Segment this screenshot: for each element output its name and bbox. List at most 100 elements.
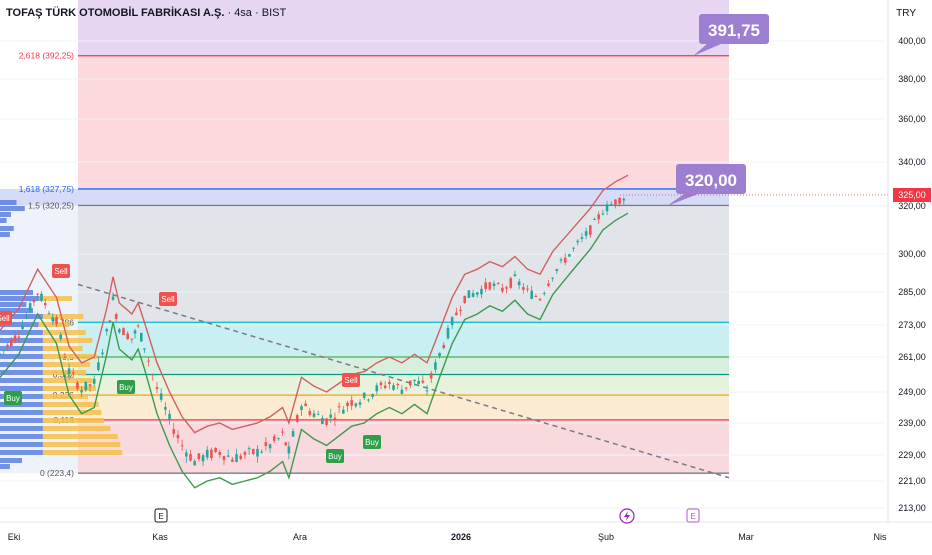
supertrend-upper — [0, 174, 629, 434]
volume-profile-bar — [0, 338, 43, 343]
candle-body — [605, 204, 609, 212]
candle-body — [383, 385, 387, 389]
fib-label: 1,618 (327,75) — [19, 184, 74, 194]
candle-body — [589, 225, 592, 235]
candle-body — [509, 278, 513, 288]
candle-body — [337, 406, 341, 408]
candle-body — [126, 333, 129, 340]
candle-body — [350, 400, 353, 406]
fib-label: 0 (223,4) — [40, 468, 74, 478]
candle-body — [140, 332, 143, 342]
candle-body — [235, 454, 238, 463]
candle-body — [551, 277, 554, 279]
candle-body — [176, 434, 180, 439]
candle-body — [321, 417, 324, 425]
candle-body — [618, 197, 621, 204]
candle-body — [239, 455, 243, 459]
candle-body — [25, 316, 28, 318]
candle-body — [226, 455, 230, 457]
candle-body — [40, 293, 43, 301]
candle-body — [197, 453, 201, 460]
candle-body — [438, 352, 441, 356]
y-tick-label: 320,00 — [898, 201, 926, 211]
x-tick-label: Mar — [738, 532, 754, 542]
signal-buy[interactable] — [363, 435, 381, 449]
signal-sell[interactable] — [0, 311, 12, 325]
signal-label: Sell — [344, 376, 358, 385]
candle-body — [597, 214, 600, 220]
candle-body — [429, 373, 433, 379]
chart-title: TOFAŞ TÜRK OTOMOBİL FABRİKASI A.Ş. · 4sa… — [6, 7, 287, 19]
candle-body — [375, 385, 379, 392]
candle-body — [517, 281, 521, 286]
candle-body — [572, 247, 575, 249]
candle-body — [0, 353, 2, 355]
candle-body — [277, 438, 280, 440]
earnings-event-marker[interactable] — [686, 508, 700, 523]
candle-body — [392, 385, 395, 390]
signal-label: Sell — [0, 314, 10, 323]
callout-badge[interactable] — [676, 164, 746, 194]
volume-profile-bar — [0, 354, 43, 359]
volume-profile-bar — [42, 330, 86, 335]
signal-buy[interactable] — [326, 449, 344, 463]
candle-body — [55, 317, 58, 325]
volume-profile-bar — [42, 418, 105, 423]
signal-sell[interactable] — [52, 264, 70, 278]
candle-body — [404, 387, 408, 389]
y-tick-label: 273,00 — [898, 320, 926, 330]
signal-label: Sell — [161, 295, 175, 304]
volume-profile-bar — [42, 354, 97, 359]
candle-body — [159, 393, 163, 400]
candle-body — [304, 403, 307, 407]
volume-profile-bar — [42, 410, 102, 415]
candle-body — [371, 394, 374, 397]
signal-buy[interactable] — [117, 380, 135, 394]
candle-body — [501, 287, 504, 292]
callout-badge[interactable] — [699, 14, 769, 44]
candle-body — [547, 283, 550, 286]
candle-body — [251, 448, 255, 454]
candle-body — [47, 313, 51, 315]
candle-body — [559, 259, 563, 261]
candle-body — [325, 418, 328, 425]
candle-body — [63, 356, 67, 358]
y-tick-label: 221,00 — [898, 476, 926, 486]
candle-body — [417, 380, 420, 385]
signal-buy[interactable] — [4, 391, 22, 405]
supertrend-lower — [0, 212, 629, 489]
volume-profile-bar — [0, 426, 43, 431]
volume-profile-bar — [42, 386, 96, 391]
callout-pointer — [693, 44, 721, 56]
candle-body — [92, 378, 96, 384]
candle-body — [522, 287, 525, 290]
candle-body — [388, 381, 391, 385]
volume-profile-bar — [42, 402, 99, 407]
last-price-label: 325,00 — [898, 190, 926, 200]
symbol-title: TOFAŞ TÜRK OTOMOBİL FABRİKASI A.Ş. — [6, 7, 225, 19]
fib-zone-top — [78, 0, 729, 56]
event-marker-label: E — [690, 512, 695, 521]
volume-profile-bar — [0, 206, 25, 211]
volume-profile-bar — [0, 212, 11, 217]
candle-body — [84, 381, 88, 390]
y-tick-label: 229,00 — [898, 450, 926, 460]
signal-sell[interactable] — [342, 373, 360, 387]
earnings-event-marker[interactable] — [154, 508, 168, 523]
candle-body — [6, 344, 9, 347]
fib-zone-cyan — [78, 322, 729, 357]
candle-body — [316, 413, 320, 415]
signal-label: Buy — [119, 383, 133, 392]
candle-body — [284, 442, 288, 446]
y-tick-label: 380,00 — [898, 74, 926, 84]
candle-body — [563, 257, 567, 263]
volume-profile-bar — [42, 442, 121, 447]
volume-profile-bar — [0, 302, 27, 307]
volume-profile-bar — [0, 464, 10, 469]
candle-body — [354, 403, 358, 407]
signal-sell[interactable] — [159, 292, 177, 306]
x-tick-label: Eki — [8, 532, 21, 542]
volume-profile-bar — [0, 418, 43, 423]
